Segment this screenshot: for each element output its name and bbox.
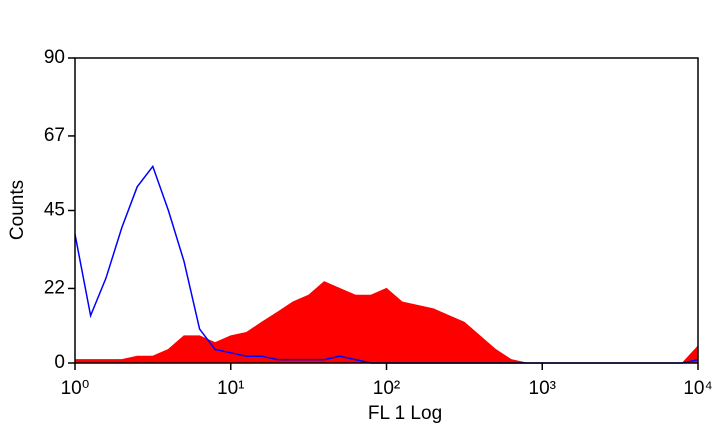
x-tick-label: 10⁴ xyxy=(683,378,712,399)
y-tick-label: 90 xyxy=(44,47,65,68)
y-tick-label: 0 xyxy=(54,352,65,373)
y-axis-label: Counts xyxy=(7,180,28,240)
x-tick-label: 10¹ xyxy=(217,378,244,399)
x-tick-label: 10⁰ xyxy=(61,378,90,399)
x-tick-label: 10³ xyxy=(529,378,556,399)
histogram-area xyxy=(74,281,699,364)
x-tick-label: 10² xyxy=(373,378,400,399)
y-tick-label: 22 xyxy=(44,277,65,298)
y-tick-label: 67 xyxy=(44,125,65,146)
x-axis-label: FL 1 Log xyxy=(368,403,442,424)
y-tick-label: 45 xyxy=(44,200,65,221)
